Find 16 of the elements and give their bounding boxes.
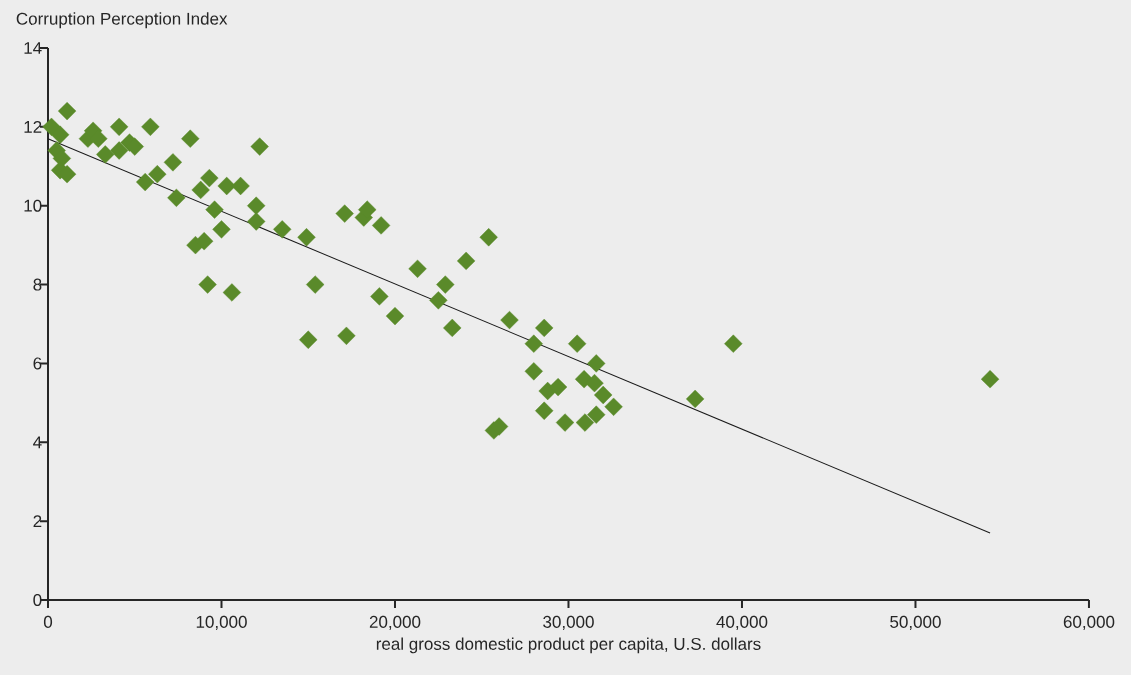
y-tick-label: 14 xyxy=(24,42,42,54)
x-tick-label: 20,000 xyxy=(369,615,421,630)
x-tick-label: 30,000 xyxy=(543,615,594,630)
x-tick-label: 0 xyxy=(43,615,53,628)
x-axis-title: real gross domestic product per capita, U.S. dollars xyxy=(376,637,761,654)
y-tick-label: 6 xyxy=(33,357,42,370)
x-tick-label: 40,000 xyxy=(716,615,768,630)
x-tick-label: 60,000 xyxy=(1063,615,1115,630)
y-tick-label: 10 xyxy=(24,199,42,212)
y-tick-label: 8 xyxy=(33,278,42,291)
y-tick-label: 4 xyxy=(33,436,42,449)
x-tick-label: 50,000 xyxy=(890,615,941,630)
y-axis-title: Corruption Perception Index xyxy=(16,12,228,29)
y-tick-label: 2 xyxy=(33,515,42,528)
y-tick-label: 12 xyxy=(24,120,42,133)
x-tick-label: 10,000 xyxy=(196,615,247,630)
